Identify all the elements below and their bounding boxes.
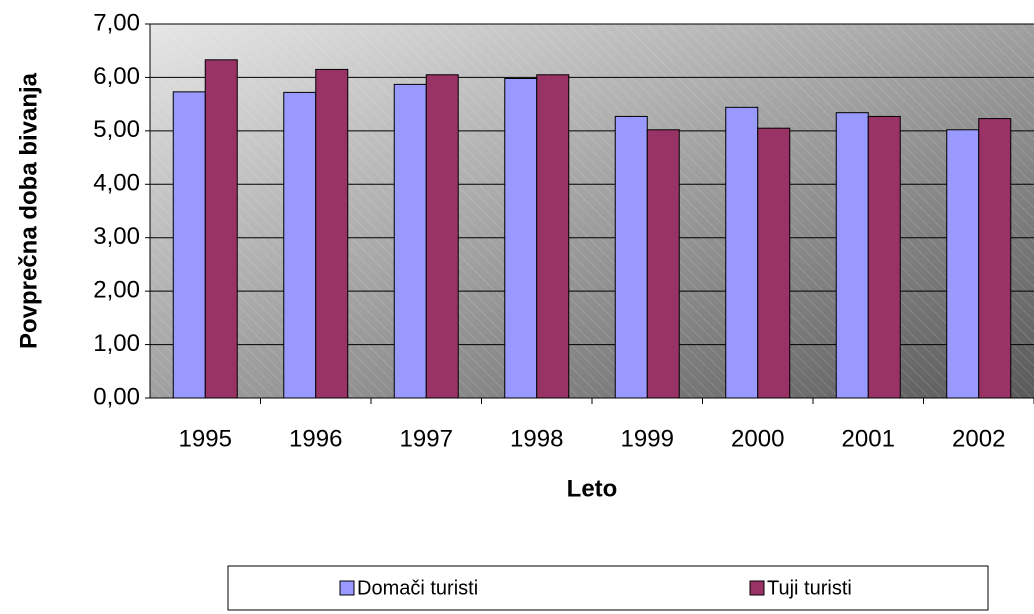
legend [227,565,989,611]
x-tick-label: 2002 [952,425,1005,452]
bar [504,77,538,399]
y-axis-title: Povprečna doba bivanja [15,72,42,349]
x-tick-label: 2000 [731,425,784,452]
bar [978,118,1012,399]
x-tick-label: 1995 [179,425,232,452]
x-axis-title: Leto [567,475,618,502]
bar [204,59,238,399]
bar [646,129,680,399]
bar [725,106,759,399]
bar [425,74,459,399]
y-tick-label: 2,00 [93,276,140,303]
y-tick-label: 7,00 [93,9,140,36]
bar [393,83,427,399]
plot-hatch [150,24,1034,398]
y-tick-label: 5,00 [93,116,140,143]
x-tick-label: 2001 [842,425,895,452]
legend-label: Tuji turisti [767,577,852,599]
bar [172,91,206,399]
y-tick-label: 4,00 [93,170,140,197]
x-tick-label: 1998 [510,425,563,452]
bar [283,91,317,399]
y-tick-label: 6,00 [93,63,140,90]
y-tick-label: 0,00 [93,383,140,410]
y-tick-label: 1,00 [93,330,140,357]
bar [757,127,791,399]
bar [946,129,980,399]
bar [315,68,349,399]
bar [835,112,869,399]
bar [867,115,901,399]
x-tick-label: 1999 [621,425,674,452]
legend-label: Domači turisti [357,577,478,599]
legend-swatch [339,580,355,596]
bar [536,74,570,399]
bar [614,115,648,399]
x-tick-label: 1997 [400,425,453,452]
legend-swatch [749,580,765,596]
y-tick-label: 3,00 [93,223,140,250]
x-tick-label: 1996 [289,425,342,452]
